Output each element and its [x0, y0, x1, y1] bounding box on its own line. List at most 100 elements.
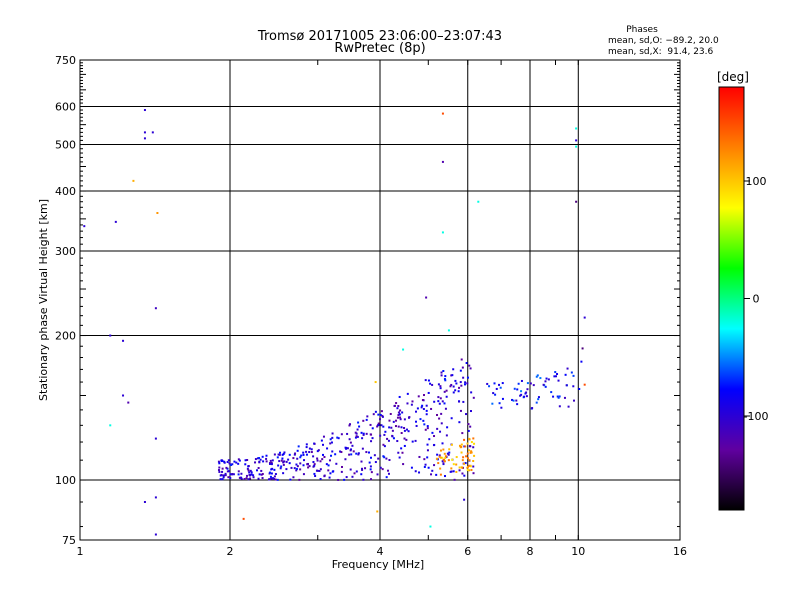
- data-point: [281, 453, 284, 456]
- data-point: [222, 474, 225, 477]
- data-point: [269, 475, 272, 478]
- data-point: [438, 454, 441, 457]
- data-point: [526, 382, 529, 385]
- data-point: [525, 391, 528, 394]
- data-point: [249, 477, 252, 480]
- data-point: [516, 403, 519, 406]
- data-point: [451, 458, 454, 461]
- data-point: [337, 437, 340, 440]
- data-point: [295, 469, 298, 472]
- data-point: [464, 462, 467, 465]
- data-point: [444, 375, 447, 378]
- data-point: [246, 459, 249, 462]
- data-point: [254, 461, 257, 464]
- data-point: [127, 401, 130, 404]
- data-point: [427, 391, 430, 394]
- data-point: [297, 445, 300, 448]
- data-point: [447, 453, 450, 456]
- data-point: [364, 467, 367, 470]
- data-point: [445, 389, 448, 392]
- data-point: [282, 463, 285, 466]
- data-point: [270, 472, 273, 475]
- data-point: [406, 402, 409, 405]
- data-point: [452, 368, 455, 371]
- data-point: [384, 430, 387, 433]
- data-point: [329, 472, 332, 475]
- data-point: [411, 440, 414, 443]
- data-point: [374, 410, 377, 413]
- data-point: [248, 473, 251, 476]
- data-point: [382, 443, 385, 446]
- y-axis-ticks: 75 100 200 300 400 500 600 750: [55, 54, 680, 547]
- data-point: [469, 425, 472, 428]
- data-point: [544, 380, 547, 383]
- data-point: [550, 391, 553, 394]
- data-point: [233, 460, 236, 463]
- data-point: [421, 404, 424, 407]
- data-point: [369, 465, 372, 468]
- data-point: [443, 378, 446, 381]
- data-point: [454, 379, 457, 382]
- data-point: [240, 472, 243, 475]
- data-point: [392, 420, 395, 423]
- data-point: [221, 467, 224, 470]
- data-point: [356, 435, 359, 438]
- data-point: [437, 383, 440, 386]
- data-point: [250, 473, 253, 476]
- data-point: [244, 459, 247, 462]
- data-point: [450, 467, 453, 470]
- data-point: [381, 415, 384, 418]
- data-point: [470, 468, 473, 471]
- data-point: [441, 400, 444, 403]
- data-point: [557, 396, 560, 399]
- data-point: [461, 459, 464, 462]
- data-point: [470, 441, 473, 444]
- data-point: [462, 456, 465, 459]
- data-point: [386, 437, 389, 440]
- data-point: [317, 449, 320, 452]
- x-tick-label: 10: [571, 545, 585, 558]
- data-point: [426, 427, 429, 430]
- data-point: [400, 426, 403, 429]
- data-point: [228, 462, 231, 465]
- data-point: [440, 412, 443, 415]
- data-point: [472, 465, 475, 468]
- data-point: [340, 433, 343, 436]
- data-point: [348, 438, 351, 441]
- data-point: [455, 382, 458, 385]
- data-point: [305, 450, 308, 453]
- data-point: [464, 381, 467, 384]
- data-point: [132, 179, 135, 182]
- data-point: [307, 466, 310, 469]
- data-point: [337, 478, 340, 481]
- data-point: [463, 498, 466, 501]
- x-tick-label: 8: [527, 545, 534, 558]
- data-point: [473, 442, 476, 445]
- data-point: [401, 411, 404, 414]
- data-point: [323, 455, 326, 458]
- data-point: [308, 465, 311, 468]
- data-point: [322, 435, 325, 438]
- data-point: [260, 473, 263, 476]
- data-point: [377, 457, 380, 460]
- data-point: [465, 362, 468, 365]
- data-point: [221, 459, 224, 462]
- data-point: [385, 476, 388, 479]
- data-point: [257, 467, 260, 470]
- data-point: [114, 220, 117, 223]
- data-point: [321, 458, 324, 461]
- data-point: [414, 439, 417, 442]
- colorbar-tick-label: 0: [753, 293, 760, 306]
- data-point: [472, 437, 475, 440]
- data-point: [319, 460, 322, 463]
- data-point: [252, 474, 255, 477]
- data-point: [331, 450, 334, 453]
- data-point: [429, 525, 432, 528]
- data-point: [469, 445, 472, 448]
- data-point: [460, 358, 463, 361]
- data-point: [231, 463, 234, 466]
- data-point: [520, 390, 523, 393]
- data-point: [122, 339, 125, 342]
- data-point: [433, 400, 436, 403]
- data-point: [433, 464, 436, 467]
